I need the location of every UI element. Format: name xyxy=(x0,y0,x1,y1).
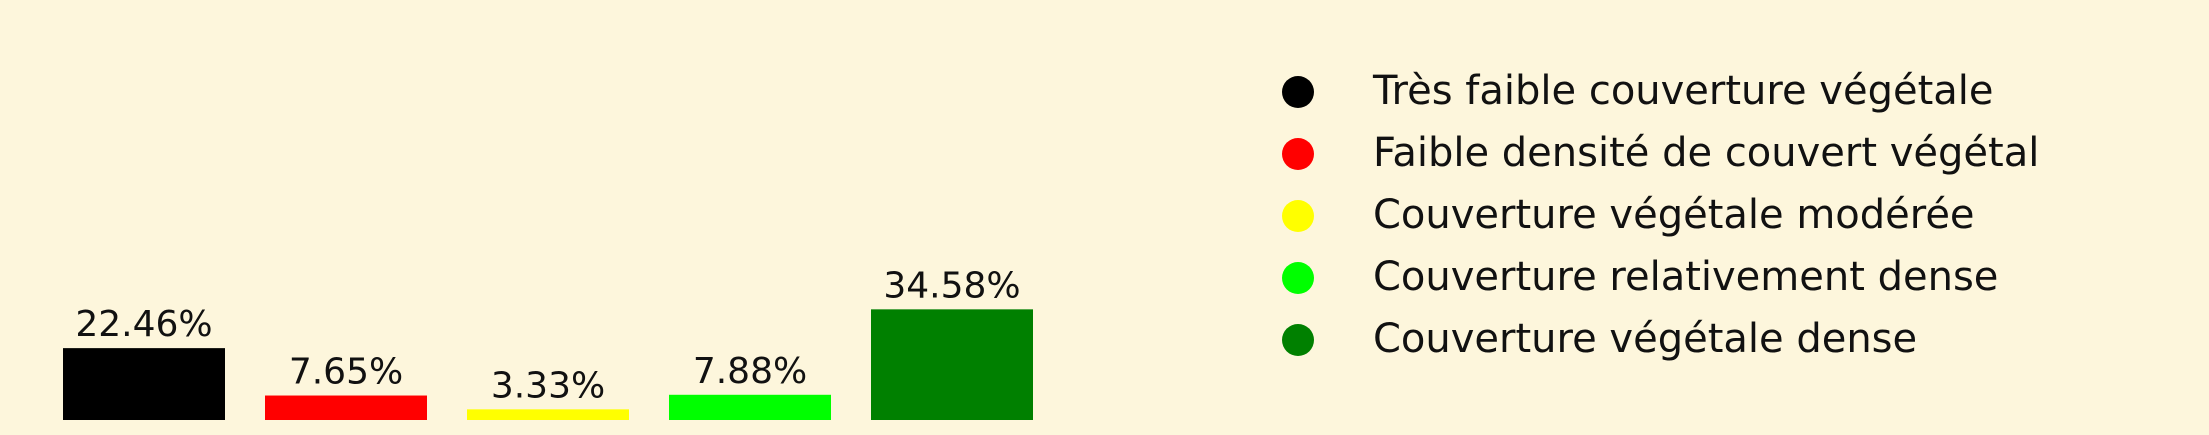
legend-marker-2 xyxy=(1282,138,1314,170)
bar-2 xyxy=(265,395,427,420)
legend-marker-3 xyxy=(1282,200,1314,232)
bar-5 xyxy=(871,309,1033,420)
legend-marker-5 xyxy=(1282,324,1314,356)
bar-4 xyxy=(669,394,831,420)
legend-marker-4 xyxy=(1282,262,1314,294)
bar-value-label-1: 22.46% xyxy=(75,304,212,345)
legend: Très faible couverture végétale Faible de… xyxy=(1282,68,2039,362)
legend-label-3: Couverture végétale modérée xyxy=(1373,192,1975,238)
bars-group xyxy=(63,309,1033,420)
bar-1 xyxy=(63,348,225,420)
bar-value-label-2: 7.65% xyxy=(289,352,403,393)
legend-label-4: Couverture relativement dense xyxy=(1373,254,1998,300)
bar-3 xyxy=(467,409,629,420)
legend-marker-1 xyxy=(1282,76,1314,108)
bar-value-label-5: 34.58% xyxy=(883,265,1020,306)
legend-label-5: Couverture végétale dense xyxy=(1373,316,1917,362)
bar-value-label-4: 7.88% xyxy=(693,351,807,392)
bar-labels-group: 22.46% 7.65% 3.33% 7.88% 34.58% xyxy=(75,265,1020,406)
legend-label-2: Faible densité de couvert végétal xyxy=(1373,130,2039,176)
legend-label-1: Très faible couverture végétale xyxy=(1372,68,1994,114)
bar-value-label-3: 3.33% xyxy=(491,365,605,406)
